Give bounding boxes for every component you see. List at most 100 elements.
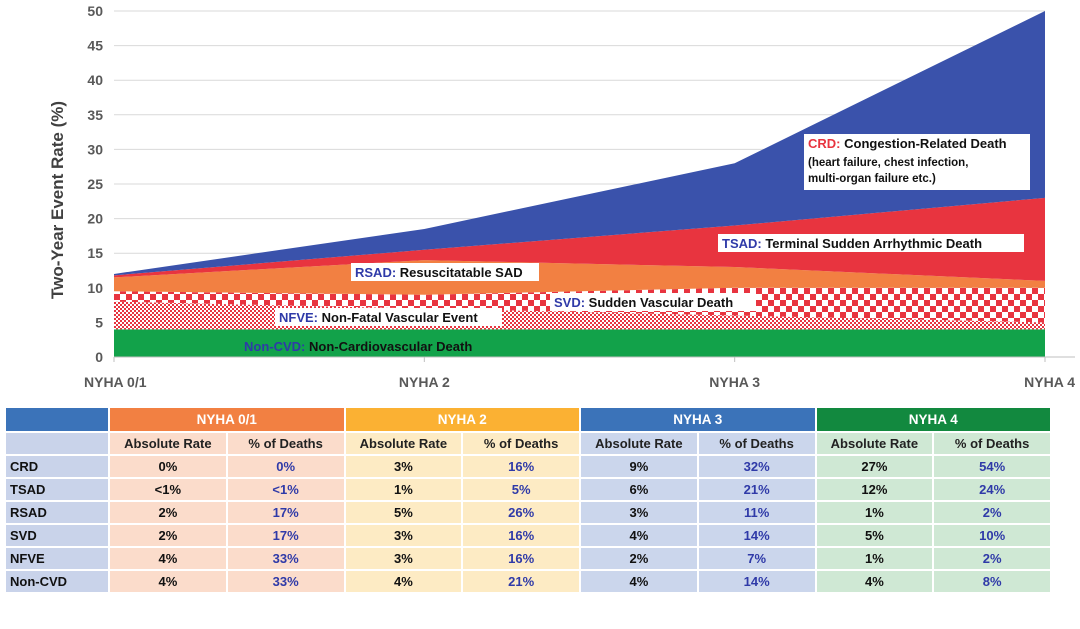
y-tick-label: 50 bbox=[87, 3, 103, 19]
area-non-cvd bbox=[114, 329, 1045, 357]
event-rate-table: NYHA 0/1 NYHA 2 NYHA 3 NYHA 4 Absolute Rate%… bbox=[4, 406, 1052, 594]
table-cell-absolute-rate: 1% bbox=[814, 546, 935, 571]
annotation-abbr: NFVE: bbox=[279, 310, 318, 325]
table-cell-percent-deaths: 33% bbox=[225, 546, 346, 571]
table-cell-absolute-rate: 3% bbox=[579, 500, 699, 525]
annotation-abbr: RSAD: bbox=[355, 265, 396, 280]
table-cell-absolute-rate: 12% bbox=[814, 477, 935, 502]
annotation-text: Resuscitatable SAD bbox=[396, 265, 522, 280]
table-row-label: NFVE bbox=[4, 546, 110, 571]
area-tsad bbox=[114, 197, 1045, 281]
annotation-text: Non-Cardiovascular Death bbox=[305, 339, 472, 354]
table-cell-absolute-rate: 9% bbox=[579, 454, 699, 479]
table-sub-header: Absolute Rate bbox=[108, 431, 228, 456]
table-cell-percent-deaths: 33% bbox=[225, 569, 346, 594]
table-cell-percent-deaths: 32% bbox=[696, 454, 817, 479]
table-row: CRD 0% 0% 3% 16% 9% 32% 27% 54% bbox=[4, 454, 1052, 479]
table-cell-absolute-rate: 4% bbox=[343, 569, 464, 594]
table-row-label: Non-CVD bbox=[4, 569, 110, 594]
table-cell-absolute-rate: 2% bbox=[108, 500, 228, 525]
table-cell-percent-deaths: 11% bbox=[696, 500, 817, 525]
annotation-label: RSAD: Resuscitatable SAD bbox=[355, 265, 523, 280]
annotation-tsad: TSAD: Terminal Sudden Arrhythmic Death bbox=[718, 234, 1024, 252]
table-cell-absolute-rate: 1% bbox=[343, 477, 464, 502]
y-tick-label: 5 bbox=[95, 314, 103, 330]
table-cell-percent-deaths: 24% bbox=[932, 477, 1052, 502]
table-cell-absolute-rate: 3% bbox=[343, 454, 464, 479]
table-cell-percent-deaths: 10% bbox=[932, 523, 1052, 548]
table-group-header: NYHA 2 bbox=[343, 406, 581, 433]
table-cell-percent-deaths: 16% bbox=[461, 523, 581, 548]
table-corner-cell bbox=[4, 406, 110, 433]
table-cell-percent-deaths: 2% bbox=[932, 546, 1052, 571]
table-cell-percent-deaths: 16% bbox=[461, 454, 581, 479]
table-cell-percent-deaths: 5% bbox=[461, 477, 581, 502]
annotation-text: Non-Fatal Vascular Event bbox=[318, 310, 478, 325]
annotation-svd: SVD: Sudden Vascular Death bbox=[550, 293, 756, 311]
table-sub-header: % of Deaths bbox=[932, 431, 1052, 456]
table-sub-header: % of Deaths bbox=[696, 431, 817, 456]
table-row: RSAD 2% 17% 5% 26% 3% 11% 1% 2% bbox=[4, 500, 1052, 525]
annotation-box bbox=[351, 263, 539, 281]
annotation-crd: CRD: Congestion-Related Death (heart fail… bbox=[804, 134, 1030, 190]
table-cell-absolute-rate: 2% bbox=[579, 546, 699, 571]
annotation-box bbox=[550, 293, 756, 311]
area-crd bbox=[114, 11, 1045, 276]
y-tick-label: 30 bbox=[87, 141, 103, 157]
y-tick-label: 35 bbox=[87, 107, 103, 123]
annotation-text: Congestion-Related Death bbox=[841, 136, 1007, 151]
annotation-abbr: SVD: bbox=[554, 295, 585, 310]
table-sub-header-row: Absolute Rate% of Deaths Absolute Rate% o… bbox=[4, 431, 1052, 456]
table-cell-absolute-rate: 0% bbox=[108, 454, 228, 479]
table-cell-absolute-rate: 5% bbox=[814, 523, 935, 548]
table-row-label: RSAD bbox=[4, 500, 110, 525]
table-cell-percent-deaths: 8% bbox=[932, 569, 1052, 594]
annotation-label: CRD: Congestion-Related Death bbox=[808, 136, 1007, 151]
y-tick-label: 25 bbox=[87, 176, 103, 192]
annotation-box bbox=[718, 234, 1024, 252]
table-cell-percent-deaths: 26% bbox=[461, 500, 581, 525]
table-cell-absolute-rate: 3% bbox=[343, 523, 464, 548]
table-cell-percent-deaths: 2% bbox=[932, 500, 1052, 525]
x-tick-label: NYHA 4 bbox=[1024, 374, 1075, 390]
table-cell-percent-deaths: 17% bbox=[225, 500, 346, 525]
annotation-non-cvd: Non-CVD: Non-Cardiovascular Death bbox=[244, 339, 472, 354]
table-sub-header: % of Deaths bbox=[461, 431, 581, 456]
annotation-abbr: TSAD: bbox=[722, 236, 762, 251]
table-cell-absolute-rate: 2% bbox=[108, 523, 228, 548]
table-cell-absolute-rate: 4% bbox=[579, 569, 699, 594]
y-tick-label: 15 bbox=[87, 245, 103, 261]
table-sub-header: Absolute Rate bbox=[579, 431, 699, 456]
x-tick-label: NYHA 3 bbox=[709, 374, 760, 390]
y-tick-label: 0 bbox=[95, 349, 103, 365]
table-row: TSAD <1% <1% 1% 5% 6% 21% 12% 24% bbox=[4, 477, 1052, 502]
annotation-label: NFVE: Non-Fatal Vascular Event bbox=[279, 310, 478, 325]
table-cell-percent-deaths: 0% bbox=[225, 454, 346, 479]
table-sub-header: Absolute Rate bbox=[814, 431, 935, 456]
table-cell-absolute-rate: 4% bbox=[579, 523, 699, 548]
table-group-header: NYHA 0/1 bbox=[108, 406, 346, 433]
area-rsad bbox=[114, 260, 1045, 295]
table-corner-cell bbox=[4, 431, 110, 456]
table-cell-percent-deaths: 21% bbox=[461, 569, 581, 594]
table-group-header: NYHA 4 bbox=[814, 406, 1052, 433]
table-cell-absolute-rate: 27% bbox=[814, 454, 935, 479]
annotation-text: Sudden Vascular Death bbox=[585, 295, 733, 310]
x-tick-label: NYHA 0/1 bbox=[84, 374, 147, 390]
annotation-abbr: Non-CVD: bbox=[244, 339, 305, 354]
table-cell-percent-deaths: 54% bbox=[932, 454, 1052, 479]
table-cell-absolute-rate: 4% bbox=[108, 569, 228, 594]
annotation-text: Terminal Sudden Arrhythmic Death bbox=[762, 236, 982, 251]
table-cell-percent-deaths: <1% bbox=[225, 477, 346, 502]
table-cell-percent-deaths: 7% bbox=[696, 546, 817, 571]
table-cell-absolute-rate: 3% bbox=[343, 546, 464, 571]
table-row-label: CRD bbox=[4, 454, 110, 479]
annotations: CRD: Congestion-Related Death (heart fail… bbox=[244, 134, 1030, 354]
x-tick-label: NYHA 2 bbox=[399, 374, 450, 390]
y-tick-labels: 0 5 10 15 20 25 30 35 40 45 50 bbox=[87, 3, 103, 365]
table-cell-absolute-rate: 4% bbox=[108, 546, 228, 571]
table-cell-percent-deaths: 21% bbox=[696, 477, 817, 502]
table-cell-absolute-rate: <1% bbox=[108, 477, 228, 502]
x-tick-labels: NYHA 0/1 NYHA 2 NYHA 3 NYHA 4 bbox=[84, 357, 1075, 390]
table-row-label: TSAD bbox=[4, 477, 110, 502]
